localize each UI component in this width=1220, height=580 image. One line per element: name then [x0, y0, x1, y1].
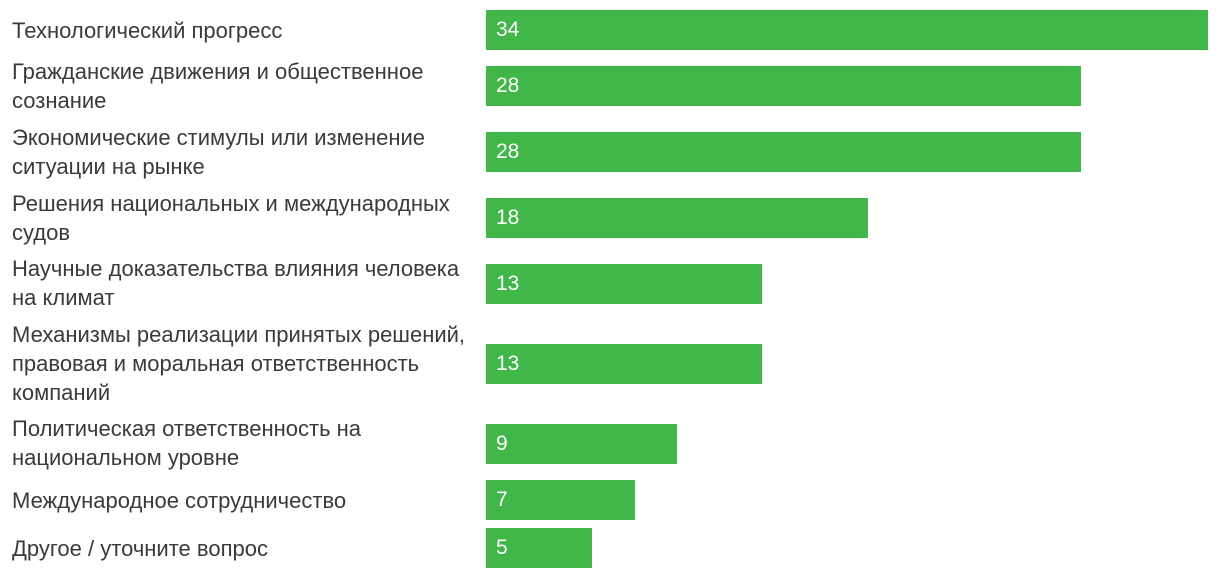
category-label: Научные доказательства влияния человека … — [12, 254, 474, 312]
category-label: Другое / уточните вопрос — [12, 532, 474, 564]
bar-value-label: 28 — [496, 132, 519, 172]
bar: 28 — [486, 66, 1081, 106]
bar: 5 — [486, 528, 592, 568]
category-label: Экономические стимулы или изменение ситу… — [12, 124, 474, 180]
bar: 28 — [486, 132, 1081, 172]
category-label: Механизмы реализации принятых решений, п… — [12, 318, 474, 408]
bar-value-label: 13 — [496, 344, 519, 384]
bar-value-label: 7 — [496, 480, 508, 520]
bar: 7 — [486, 480, 635, 520]
bar-value-label: 28 — [496, 66, 519, 106]
bar: 9 — [486, 424, 677, 464]
category-label: Политическая ответственность на национал… — [12, 412, 474, 474]
category-label: Гражданские движения и общественное созн… — [12, 58, 474, 114]
bar: 18 — [486, 198, 868, 238]
bar-value-label: 34 — [496, 10, 519, 50]
bar: 34 — [486, 10, 1208, 50]
bar: 13 — [486, 264, 762, 304]
bar-value-label: 5 — [496, 528, 508, 568]
bar-value-label: 13 — [496, 264, 519, 304]
category-label: Международное сотрудничество — [12, 484, 474, 516]
category-label: Решения национальных и международных суд… — [12, 190, 474, 246]
bar-value-label: 9 — [496, 424, 508, 464]
bar-value-label: 18 — [496, 198, 519, 238]
bar: 13 — [486, 344, 762, 384]
category-label: Технологический прогресс — [12, 14, 474, 46]
